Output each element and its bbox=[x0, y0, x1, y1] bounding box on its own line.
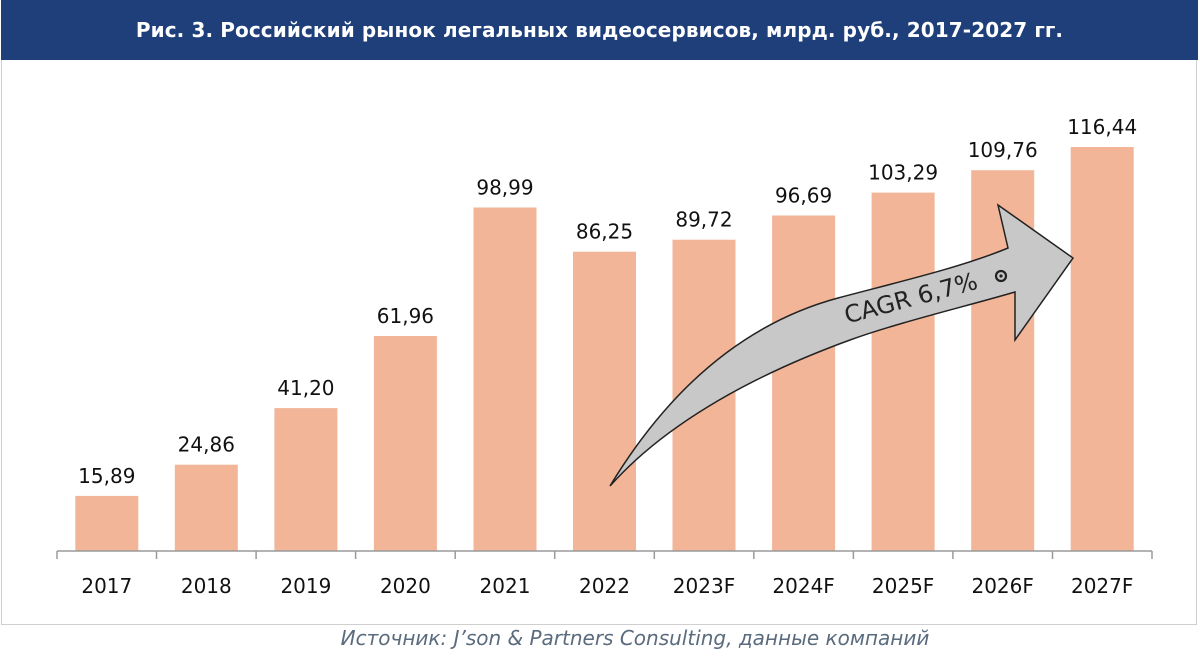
bar-2024F bbox=[772, 215, 836, 551]
value-label-2026F: 109,76 bbox=[968, 138, 1038, 162]
bar-2017 bbox=[75, 495, 139, 551]
category-label-2017: 2017 bbox=[81, 574, 132, 598]
category-label-2024F: 2024F bbox=[772, 574, 834, 598]
value-label-2020: 61,96 bbox=[377, 304, 434, 328]
bar-2020 bbox=[373, 336, 437, 551]
bar-2025F bbox=[871, 192, 935, 551]
value-label-2025F: 103,29 bbox=[868, 161, 938, 185]
category-label-2026F: 2026F bbox=[971, 574, 1033, 598]
value-label-2024F: 96,69 bbox=[775, 184, 832, 208]
category-label-2018: 2018 bbox=[181, 574, 232, 598]
chart-title: Рис. 3. Российский рынок легальных видео… bbox=[135, 18, 1064, 42]
category-label-2025F: 2025F bbox=[872, 574, 934, 598]
category-label-2019: 2019 bbox=[280, 574, 331, 598]
bar-2019 bbox=[274, 408, 338, 551]
value-label-2019: 41,20 bbox=[277, 376, 334, 400]
category-label-2022: 2022 bbox=[579, 574, 630, 598]
value-label-2017: 15,89 bbox=[78, 464, 135, 488]
bar-2027F bbox=[1070, 147, 1134, 551]
bar-2018 bbox=[174, 464, 238, 551]
category-label-2020: 2020 bbox=[380, 574, 431, 598]
category-label-2027F: 2027F bbox=[1071, 574, 1133, 598]
cagr-marker-dot bbox=[999, 274, 1003, 278]
cagr-marker bbox=[994, 269, 1008, 283]
bar-2021 bbox=[473, 207, 537, 551]
bar-2022 bbox=[573, 251, 636, 551]
cagr-arrow bbox=[609, 203, 1075, 487]
value-label-2018: 24,86 bbox=[178, 433, 235, 457]
value-label-2022: 86,25 bbox=[576, 220, 633, 244]
category-label-2021: 2021 bbox=[480, 574, 531, 598]
source-note: Источник: J’son & Partners Consulting, д… bbox=[340, 626, 930, 650]
value-label-2027F: 116,44 bbox=[1067, 115, 1137, 139]
value-label-2021: 98,99 bbox=[476, 176, 533, 200]
value-label-2023F: 89,72 bbox=[675, 208, 732, 232]
category-label-2023F: 2023F bbox=[673, 574, 735, 598]
title-bar: Рис. 3. Российский рынок легальных видео… bbox=[1, 0, 1198, 60]
